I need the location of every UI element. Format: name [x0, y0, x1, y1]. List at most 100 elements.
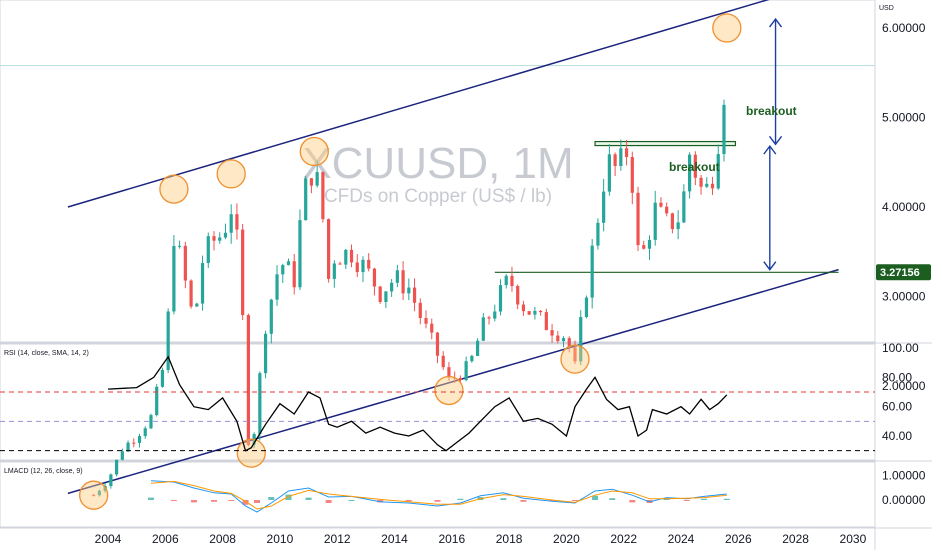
candle[interactable] [527, 311, 531, 315]
candle[interactable] [338, 263, 342, 265]
price-channel[interactable] [67, 0, 839, 495]
candle[interactable] [281, 265, 285, 275]
macd-histogram-bar[interactable] [405, 500, 412, 502]
candle[interactable] [435, 332, 440, 356]
candle[interactable] [584, 297, 589, 318]
candle[interactable] [218, 237, 222, 241]
candle[interactable] [263, 333, 268, 374]
touch-point-marker[interactable] [236, 438, 266, 468]
macd-histogram-bar[interactable] [663, 498, 670, 500]
candle[interactable] [92, 495, 96, 497]
candle[interactable] [120, 451, 124, 460]
macd-histogram-bar[interactable] [434, 500, 441, 502]
candle[interactable] [178, 245, 182, 247]
candle[interactable] [137, 436, 142, 443]
candle[interactable] [275, 274, 279, 300]
macd-pane[interactable] [0, 461, 876, 528]
macd-histogram-bar[interactable] [325, 500, 332, 503]
touch-point-marker[interactable] [712, 13, 742, 43]
candle[interactable] [97, 490, 102, 496]
touch-point-marker[interactable] [216, 159, 246, 189]
candle[interactable] [235, 214, 239, 230]
candle[interactable] [395, 270, 399, 283]
candle[interactable] [682, 191, 686, 223]
candle[interactable] [309, 178, 314, 186]
macd-histogram-bar[interactable] [723, 498, 730, 500]
macd-histogram-bar[interactable] [609, 498, 616, 500]
candle[interactable] [172, 246, 176, 312]
breakout-annotations[interactable] [494, 140, 839, 273]
candle[interactable] [653, 202, 657, 240]
time-axis[interactable]: 2004 2006 2008 2010 2012 2014 2016 2018 2020 2022… [95, 532, 867, 546]
candle[interactable] [533, 310, 537, 315]
macd-histogram-bar[interactable] [700, 498, 707, 500]
candle[interactable] [561, 338, 566, 342]
macd-histogram-bar[interactable] [520, 500, 527, 502]
candle[interactable] [332, 263, 336, 279]
candle[interactable] [349, 249, 354, 263]
touch-point-marker[interactable] [560, 344, 590, 374]
macd-histogram-bar[interactable] [457, 498, 464, 500]
candle[interactable] [355, 262, 359, 273]
candle[interactable] [516, 286, 520, 305]
candle[interactable] [143, 428, 147, 437]
candle[interactable] [624, 148, 629, 158]
candle[interactable] [447, 367, 451, 378]
candle[interactable] [630, 157, 634, 193]
candle[interactable] [504, 275, 508, 286]
candle[interactable] [705, 183, 709, 187]
signal-line[interactable] [150, 480, 727, 510]
candle[interactable] [687, 154, 692, 192]
candle[interactable] [539, 310, 543, 313]
candle[interactable] [195, 303, 199, 307]
candle[interactable] [258, 373, 262, 435]
macd-histogram-bar[interactable] [305, 497, 312, 500]
macd-histogram-bar[interactable] [147, 497, 154, 500]
candle[interactable] [676, 222, 680, 230]
candle[interactable] [544, 312, 548, 331]
candle[interactable] [292, 261, 296, 288]
macd-histogram-bar[interactable] [592, 495, 599, 500]
macd-line[interactable] [150, 480, 727, 513]
breakout-zone[interactable] [594, 140, 737, 147]
candle[interactable] [521, 304, 526, 312]
channel-touch-markers[interactable] [79, 13, 742, 510]
candle[interactable] [223, 232, 228, 238]
candle[interactable] [321, 172, 325, 220]
macd-histogram-bar[interactable] [629, 500, 636, 503]
candle[interactable] [619, 148, 623, 167]
candle[interactable] [665, 206, 669, 214]
candle[interactable] [493, 311, 497, 319]
candle[interactable] [607, 154, 611, 192]
macd-histogram-bar[interactable] [377, 500, 384, 503]
candle[interactable] [458, 377, 462, 381]
macd-histogram-bar[interactable] [268, 497, 275, 500]
candle[interactable] [722, 104, 726, 155]
candle[interactable] [412, 287, 417, 303]
candle[interactable] [160, 369, 165, 387]
candle[interactable] [103, 486, 107, 491]
channel-lower-line[interactable] [67, 268, 839, 495]
candle[interactable] [716, 154, 720, 189]
candle[interactable] [573, 347, 577, 362]
channel-upper-line[interactable] [67, 0, 839, 208]
candle[interactable] [424, 318, 428, 324]
candle[interactable] [556, 335, 560, 342]
candle[interactable] [286, 261, 291, 266]
macd-histogram-bar[interactable] [211, 500, 218, 502]
macd-histogram-bar[interactable] [228, 500, 235, 501]
candle[interactable] [470, 355, 474, 362]
candle[interactable] [481, 317, 485, 341]
candle[interactable] [367, 259, 371, 269]
candle[interactable] [304, 178, 308, 221]
macd-histogram-bar[interactable] [500, 498, 507, 500]
candle[interactable] [109, 474, 113, 487]
candle[interactable] [710, 183, 715, 189]
macd-histogram-bar[interactable] [571, 500, 578, 501]
candle[interactable] [596, 222, 600, 246]
macd-histogram-bar[interactable] [242, 500, 249, 505]
candle[interactable] [487, 317, 491, 319]
candle[interactable] [298, 220, 302, 288]
candle[interactable] [246, 315, 250, 445]
